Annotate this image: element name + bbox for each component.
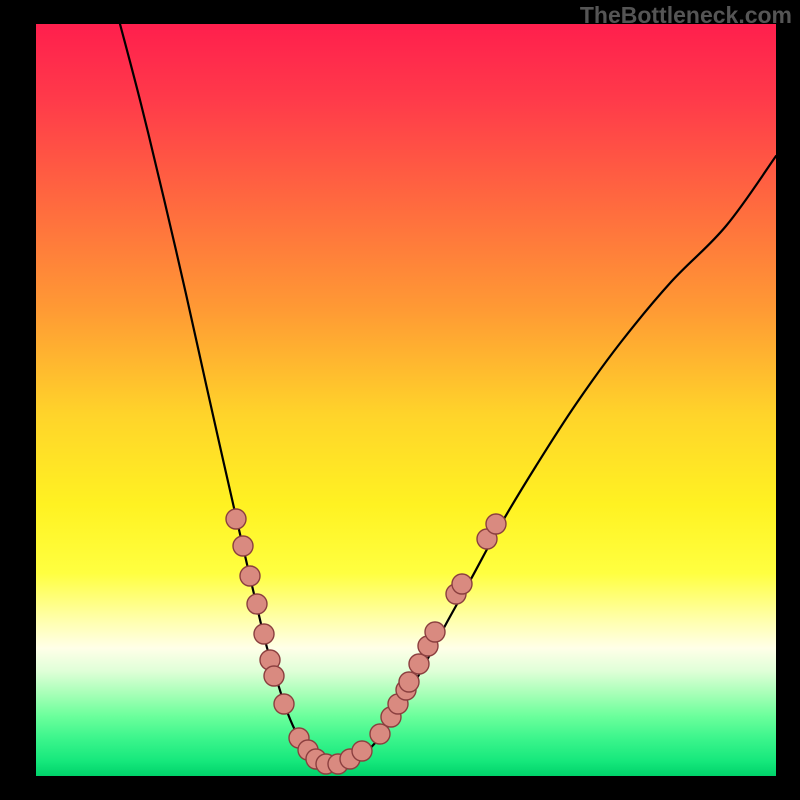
chart-container: TheBottleneck.com: [0, 0, 800, 800]
chart-svg: [36, 24, 776, 776]
data-marker: [274, 694, 294, 714]
data-marker: [254, 624, 274, 644]
data-marker: [370, 724, 390, 744]
data-marker: [352, 741, 372, 761]
gradient-background: [36, 24, 776, 776]
data-marker: [399, 672, 419, 692]
plot-area: [36, 24, 776, 776]
data-marker: [452, 574, 472, 594]
data-marker: [425, 622, 445, 642]
data-marker: [486, 514, 506, 534]
data-marker: [233, 536, 253, 556]
data-marker: [247, 594, 267, 614]
data-marker: [240, 566, 260, 586]
data-marker: [264, 666, 284, 686]
data-marker: [226, 509, 246, 529]
data-marker: [409, 654, 429, 674]
